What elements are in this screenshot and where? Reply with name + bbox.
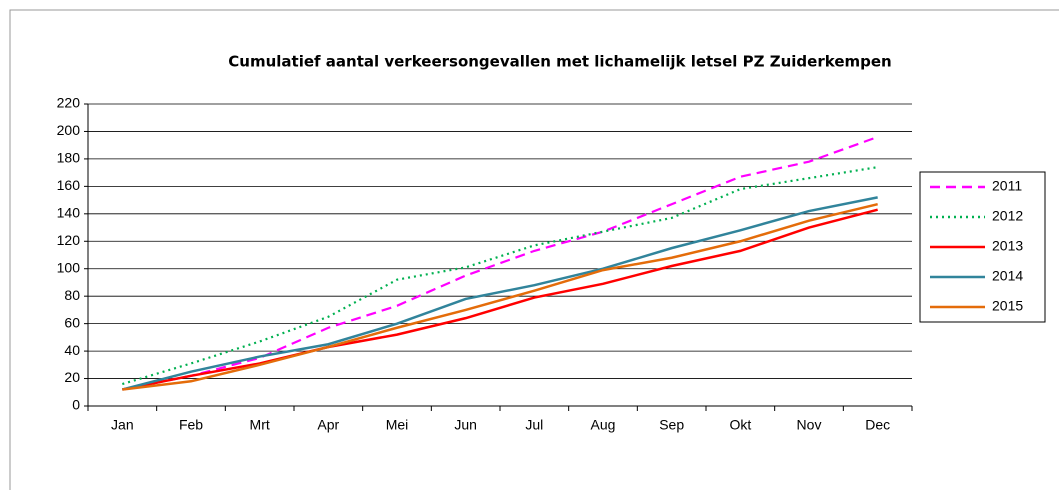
legend-label: 2014 [992, 268, 1023, 284]
legend-label: 2011 [992, 178, 1022, 194]
x-tick-label: Aug [591, 417, 616, 433]
x-tick-label: Sep [659, 417, 684, 433]
y-tick-label: 120 [57, 232, 81, 248]
series-line [122, 208, 878, 391]
x-tick-label: Jul [525, 417, 543, 433]
x-tick-label: Jan [111, 417, 134, 433]
y-tick-label: 160 [57, 177, 81, 193]
x-tick-label: Okt [729, 417, 751, 433]
y-tick-label: 100 [57, 259, 81, 275]
x-tick-label: Nov [797, 417, 822, 433]
chart-title: Cumulatief aantal verkeersongevallen met… [228, 53, 891, 71]
y-tick-label: 80 [64, 287, 80, 303]
y-tick-label: 180 [57, 150, 81, 166]
x-tick-label: Feb [179, 417, 203, 433]
series-line [122, 196, 878, 391]
y-tick-label: 60 [64, 314, 80, 330]
x-tick-label: Dec [865, 417, 890, 433]
y-tick-label: 40 [64, 342, 80, 358]
legend-label: 2012 [992, 208, 1023, 224]
chart-frame [9, 9, 1059, 490]
series-line [122, 202, 878, 391]
y-tick-label: 20 [64, 369, 80, 385]
y-tick-label: 0 [72, 397, 80, 413]
x-tick-label: Apr [317, 417, 339, 433]
y-tick-label: 200 [57, 122, 81, 138]
x-tick-label: Jun [454, 417, 477, 433]
x-tick-label: Mei [386, 417, 409, 433]
y-tick-label: 220 [57, 95, 81, 111]
x-tick-label: Mrt [250, 417, 270, 433]
legend-label: 2015 [992, 298, 1023, 314]
series-line [122, 135, 879, 391]
legend-label: 2013 [992, 238, 1023, 254]
y-tick-label: 140 [57, 205, 81, 221]
